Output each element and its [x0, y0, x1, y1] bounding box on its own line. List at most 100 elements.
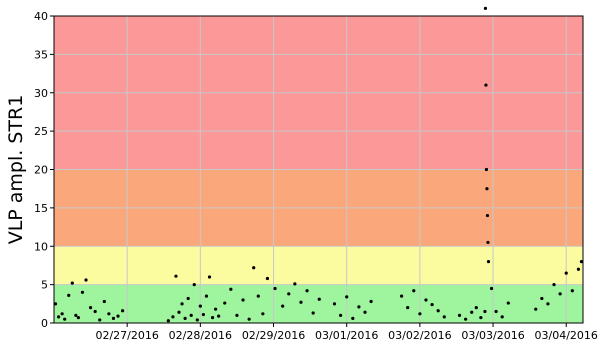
data-point [88, 306, 93, 310]
data-point [67, 293, 71, 297]
data-point [198, 304, 202, 308]
data-point [457, 313, 462, 317]
data-point [207, 275, 212, 279]
data-point [186, 296, 190, 301]
data-point [351, 316, 355, 320]
data-point [489, 286, 494, 291]
data-point [579, 260, 584, 264]
data-point [494, 309, 498, 314]
data-point [74, 313, 78, 317]
data-point [470, 310, 474, 314]
threshold-band [54, 284, 583, 323]
x-tick-label: 03/03/2016 [461, 329, 524, 342]
data-point [256, 294, 260, 298]
data-point [485, 213, 490, 218]
data-point [357, 305, 361, 309]
x-tick-label: 03/01/2016 [315, 329, 378, 342]
x-tick-label: 02/28/2016 [169, 329, 232, 342]
y-tick-label: 5 [41, 279, 48, 292]
data-point [442, 315, 446, 319]
data-point [484, 83, 488, 87]
data-point [464, 317, 468, 321]
data-point [93, 309, 97, 314]
data-point [192, 283, 196, 287]
y-axis-title: VLP ampl. STR1 [5, 95, 27, 245]
data-point [121, 309, 125, 313]
data-point [241, 298, 245, 302]
y-tick-label: 30 [34, 87, 48, 100]
y-tick-label: 25 [34, 125, 48, 138]
data-point [311, 311, 315, 315]
y-tick-label: 10 [34, 240, 48, 253]
data-point [261, 312, 265, 316]
data-point [223, 301, 227, 305]
data-point [273, 286, 277, 291]
data-point [76, 316, 80, 320]
data-point [183, 316, 187, 320]
data-point [189, 313, 193, 317]
data-point [412, 289, 416, 293]
data-point [399, 294, 404, 298]
data-point [166, 319, 170, 323]
data-point [204, 294, 209, 298]
y-tick-label: 0 [41, 317, 48, 330]
data-point [201, 312, 206, 317]
data-points [53, 6, 584, 323]
data-point [107, 312, 111, 316]
y-tick-label: 20 [34, 164, 48, 177]
data-point [483, 309, 487, 314]
data-point [56, 315, 61, 319]
data-point [53, 302, 58, 306]
data-point [570, 289, 574, 293]
data-point [486, 260, 491, 264]
data-point [177, 310, 181, 314]
data-point [252, 266, 256, 270]
data-point [424, 298, 428, 302]
data-point [293, 282, 297, 286]
data-point [486, 240, 490, 245]
data-point [369, 299, 373, 304]
data-point [171, 315, 175, 319]
data-point [506, 301, 510, 305]
data-point [60, 312, 64, 316]
data-point [229, 287, 233, 291]
data-point [80, 290, 85, 294]
data-point [540, 296, 544, 301]
data-point [418, 312, 422, 316]
data-point [111, 316, 116, 320]
data-point [479, 316, 483, 320]
data-point [436, 309, 440, 313]
data-point [63, 317, 67, 321]
data-point [265, 276, 270, 281]
data-point [235, 313, 239, 317]
x-axis-ticks: 02/27/2016 02/28/2016 02/29/2016 03/01/2016… [95, 323, 598, 342]
y-tick-label: 35 [34, 48, 48, 61]
data-point [116, 314, 120, 318]
data-point [485, 187, 489, 191]
data-point [474, 306, 478, 310]
x-tick-label: 03/02/2016 [388, 329, 451, 342]
data-point [281, 304, 285, 308]
data-point [406, 306, 410, 310]
data-point [500, 315, 504, 319]
data-point [287, 292, 291, 296]
data-point [363, 310, 367, 314]
data-point [483, 6, 488, 10]
y-axis-ticks: 0 5 10 15 20 25 30 35 40 [34, 10, 54, 330]
data-point [195, 318, 199, 322]
data-point [552, 283, 556, 287]
x-tick-label: 02/27/2016 [95, 329, 158, 342]
data-point [84, 278, 88, 282]
data-point [558, 292, 562, 296]
data-point [299, 300, 303, 304]
data-point [210, 316, 215, 320]
data-point [98, 318, 102, 322]
data-point [317, 297, 321, 301]
data-point [345, 295, 349, 299]
data-point [180, 302, 184, 306]
data-point [534, 307, 538, 311]
threshold-band [54, 246, 583, 285]
data-point [305, 289, 309, 293]
data-point [430, 302, 434, 307]
